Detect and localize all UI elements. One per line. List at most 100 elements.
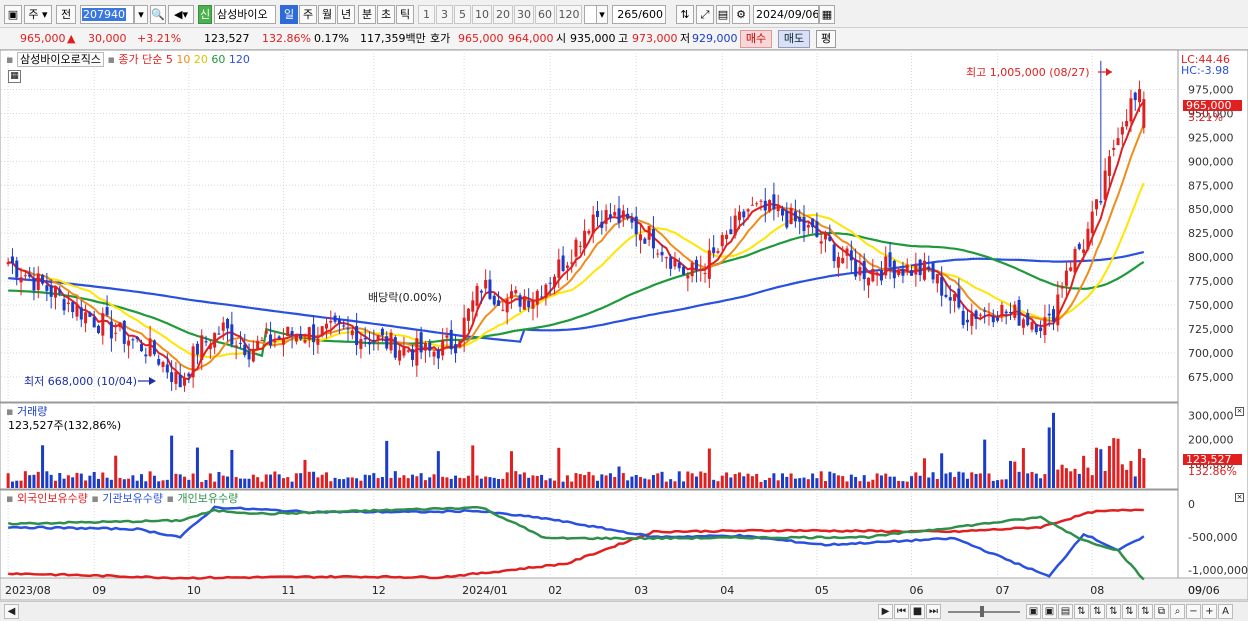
stock-chart[interactable]: 975,000950,000925,000900,000875,000850,0… (0, 50, 1248, 601)
candle-body (987, 315, 991, 317)
scroll-right-icon[interactable]: ▶ (878, 604, 893, 619)
stock-name-field[interactable]: 삼성바이오 (214, 5, 276, 24)
interval-30[interactable]: 30 (514, 5, 534, 24)
search-icon[interactable]: 🔍 (150, 5, 166, 24)
volume-bar (342, 479, 346, 488)
save-icon[interactable]: ▤ (716, 5, 730, 24)
period-second[interactable]: 초 (377, 5, 395, 24)
volume-bar (286, 477, 290, 488)
eval-button[interactable]: 평 (816, 30, 836, 48)
candle-body (1133, 92, 1137, 101)
candle-body (368, 342, 372, 345)
period-week[interactable]: 주 (299, 5, 317, 24)
market-select[interactable]: 주 ▾ (24, 5, 52, 24)
candle-body (819, 241, 823, 244)
change-value: 30,000 (88, 32, 127, 45)
holdings-tick-label: -1,000,000 (1188, 564, 1248, 577)
compare-icon[interactable]: ⧉ (1154, 604, 1169, 619)
candle-body (583, 230, 587, 249)
candle-body (1017, 300, 1021, 326)
date-axis: 2023/08 09 10 11 12 2024/01 02 03 04 05 06 07 08 0909… (5, 584, 1220, 597)
price-tick-label: 700,000 (1188, 347, 1234, 360)
chart-draw-icon[interactable]: ⤢ (696, 5, 714, 24)
volume-bar (1099, 449, 1103, 488)
prev-button[interactable]: 전 (56, 5, 76, 24)
settings-gear-icon[interactable]: ⚙ (732, 5, 750, 24)
volume-bar (1004, 479, 1008, 488)
volume-bar (497, 479, 501, 488)
stop-icon[interactable]: ■ (910, 604, 925, 619)
stock-code-dropdown-icon[interactable]: ▾ (134, 5, 148, 24)
indicator-icon-3[interactable]: ⇅ (1106, 604, 1121, 619)
candle-body (871, 269, 875, 282)
volume-bar (49, 474, 53, 488)
candle-body (1129, 98, 1133, 122)
calendar-icon[interactable]: ▦ (819, 5, 835, 24)
view-icon-3[interactable]: ▤ (1058, 604, 1073, 619)
view-icon-1[interactable]: ▣ (1026, 604, 1041, 619)
scroll-end-icon[interactable]: ⏭ (926, 604, 941, 619)
zoom-out-icon[interactable]: − (1186, 604, 1201, 619)
candle-body (337, 319, 341, 324)
window-menu-icon[interactable]: ▣ (4, 5, 22, 24)
date-input[interactable]: 2024/09/06 (753, 5, 819, 24)
candle-body (750, 204, 754, 206)
candle-body (1004, 311, 1008, 314)
grid-toggle-icon[interactable]: ▦ (8, 70, 21, 83)
ma60-legend: 60 (211, 53, 226, 66)
interval-10[interactable]: 10 (472, 5, 492, 24)
period-month[interactable]: 월 (318, 5, 336, 24)
candle-body (1008, 312, 1012, 314)
volume-bar (996, 480, 1000, 488)
volume-bar (307, 471, 311, 488)
candle-body (135, 336, 139, 340)
candle-body (540, 296, 544, 298)
institution-legend: 기관보유수량 (102, 492, 164, 505)
period-year[interactable]: 년 (337, 5, 355, 24)
volume-bar (608, 473, 612, 488)
candle-body (1082, 249, 1086, 253)
zoom-slider-handle[interactable] (980, 606, 984, 617)
interval-5[interactable]: 5 (454, 5, 471, 24)
candle-body (32, 278, 36, 291)
volume-bar (458, 477, 462, 488)
zoom-slider-track[interactable] (948, 611, 1020, 613)
indicator-icon-4[interactable]: ⇅ (1122, 604, 1137, 619)
sell-button[interactable]: 매도 (778, 30, 810, 48)
buy-button[interactable]: 매수 (740, 30, 772, 48)
volume-bar (36, 471, 40, 488)
volume-bar (1082, 455, 1086, 488)
volume-pane-close-icon[interactable]: × (1235, 407, 1244, 416)
interval-1[interactable]: 1 (418, 5, 435, 24)
indicator-icon-5[interactable]: ⇅ (1138, 604, 1153, 619)
speaker-icon[interactable]: ◀▾ (168, 5, 194, 24)
interval-120[interactable]: 120 (556, 5, 582, 24)
period-day[interactable]: 일 (280, 5, 298, 24)
period-minute[interactable]: 분 (358, 5, 376, 24)
indicator-icon-2[interactable]: ⇅ (1090, 604, 1105, 619)
interval-3[interactable]: 3 (436, 5, 453, 24)
high-price: 973,000 (632, 32, 678, 45)
interval-20[interactable]: 20 (493, 5, 513, 24)
interval-60[interactable]: 60 (535, 5, 555, 24)
scroll-left-icon[interactable]: ◀ (4, 604, 19, 619)
count-input[interactable]: 265/600 (612, 5, 666, 24)
volume-bar (686, 471, 690, 488)
candle-body (935, 274, 939, 284)
change-arrow: ▲ (67, 32, 76, 45)
view-icon-2[interactable]: ▣ (1042, 604, 1057, 619)
credit-badge: 신 (198, 5, 212, 24)
volume-bar (484, 476, 488, 488)
volume-bar (505, 472, 509, 488)
period-tick[interactable]: 틱 (396, 5, 414, 24)
scroll-start-icon[interactable]: ⏮ (894, 604, 909, 619)
chart-tools-icon[interactable]: ⇅ (676, 5, 694, 24)
holdings-pane-close-icon[interactable]: × (1235, 493, 1244, 502)
interval-dropdown-icon[interactable]: ▾ (596, 5, 608, 24)
font-size-icon[interactable]: A (1218, 604, 1233, 619)
indicator-icon-1[interactable]: ⇅ (1074, 604, 1089, 619)
volume-bar (776, 480, 780, 488)
zoom-in-icon[interactable]: + (1202, 604, 1217, 619)
zoom-search-icon[interactable]: ⌕ (1170, 604, 1185, 619)
stock-code-input[interactable]: 207940 (80, 5, 134, 24)
